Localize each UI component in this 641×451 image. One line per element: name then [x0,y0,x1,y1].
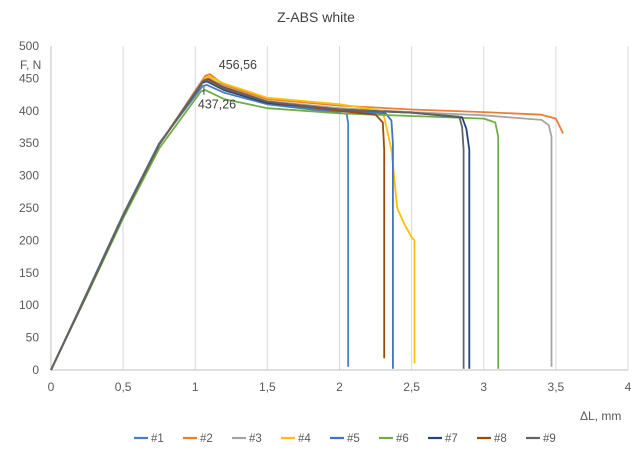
x-tick-label: 2,5 [403,380,420,394]
x-axis-label: ΔL, mm [580,409,621,423]
legend-label: #7 [445,433,458,445]
series-line-n5 [50,80,394,371]
y-tick-label: 250 [19,201,39,215]
y-tick-label: 200 [19,233,39,247]
y-tick-label: 100 [19,298,39,312]
series-line-n8 [50,78,386,371]
y-tick-label: 500 [19,39,39,53]
axis-layer: 0 0,5 1 1,5 2 2,5 3 3,5 4 0 50 100 150 200 250 300 350 40… [19,39,632,394]
x-tick-label: 1 [192,380,199,394]
y-tick-label: 400 [19,104,39,118]
legend-label: #4 [298,433,311,445]
annotation-min: 437,26 [198,98,236,112]
series-line-n6 [50,89,500,371]
series-layer [50,73,564,371]
series-line-n9 [50,79,465,371]
x-tick-label: 1,5 [259,380,276,394]
x-tick-label: 2 [336,380,343,394]
legend-label: #3 [249,433,262,445]
chart-title: Z-ABS white [277,9,355,25]
legend-label: #8 [494,433,507,445]
x-tick-label: 3 [480,380,487,394]
series-line-n3 [50,76,553,371]
legend-label: #6 [396,433,409,445]
legend: #1 #2 #3 #4 #5 #6 #7 #8 #9 [134,433,556,445]
y-tick-label: 150 [19,266,39,280]
x-tick-label: 0,5 [115,380,132,394]
legend-label: #5 [347,433,360,445]
series-line-n1 [50,84,350,371]
x-tick-label: 3,5 [548,380,565,394]
annotation-max: 456,56 [219,58,257,72]
y-axis-label: F, N [20,58,41,72]
legend-label: #1 [151,433,164,445]
series-line-n7 [50,80,471,371]
y-tick-label: 450 [19,71,39,85]
annotation-layer: 456,56 437,26 [198,58,257,112]
y-tick-label: 0 [32,363,39,377]
x-tick-label: 4 [625,380,632,394]
legend-label: #9 [543,433,556,445]
x-tick-label: 0 [48,380,55,394]
legend-label: #2 [200,433,213,445]
y-tick-label: 50 [26,331,40,345]
series-line-n4 [50,75,416,371]
series-line-n2 [50,73,564,371]
y-tick-label: 300 [19,169,39,183]
y-tick-label: 350 [19,136,39,150]
